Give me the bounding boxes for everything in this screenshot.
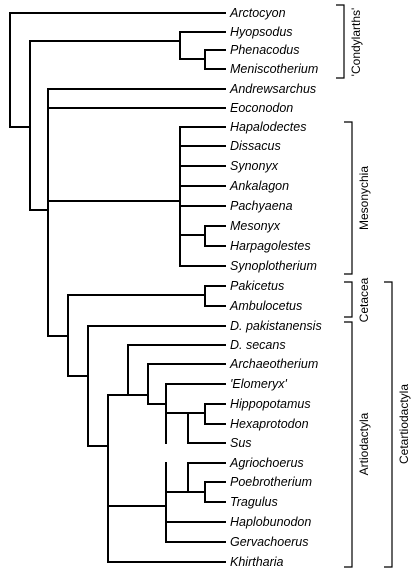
- taxon-label-archaeotherium: Archaeotherium: [229, 357, 318, 371]
- taxon-label-ambulocetus: Ambulocetus: [229, 299, 302, 313]
- group-labels: 'Condylarths' Mesonychia Cetacea Artioda…: [349, 8, 411, 476]
- taxon-label-dpakistanensis: D. pakistanensis: [230, 319, 322, 333]
- taxon-label-andrewsarchus: Andrewsarchus: [229, 82, 316, 96]
- bracket-mesonychia: [344, 121, 353, 275]
- taxon-label-haplobunodon: Haplobunodon: [230, 515, 311, 529]
- taxon-label-hexaprotodon: Hexaprotodon: [230, 417, 309, 431]
- taxon-label-gervachoerus: Gervachoerus: [230, 535, 309, 549]
- taxon-label-synoplotherium: Synoplotherium: [230, 259, 317, 273]
- taxon-label-poebrotherium: Poebrotherium: [230, 475, 312, 489]
- taxon-label-phenacodus: Phenacodus: [230, 43, 300, 57]
- taxon-label-tragulus: Tragulus: [230, 495, 278, 509]
- tree-branches: [9, 12, 226, 563]
- group-brackets: [336, 4, 393, 568]
- bracket-cetacea: [344, 281, 353, 318]
- taxon-label-dsecans: D. secans: [230, 338, 286, 352]
- taxon-label-khirtharia: Khirtharia: [230, 555, 284, 569]
- bracket-artiodactyla: [344, 321, 353, 568]
- taxon-labels: Arctocyon Hyopsodus Phenacodus Meniscoth…: [229, 6, 322, 569]
- group-label-condylarths: 'Condylarths': [349, 8, 363, 77]
- taxon-label-pachyaena: Pachyaena: [230, 199, 293, 213]
- group-label-cetartiodactyla: Cetartiodactyla: [397, 384, 411, 464]
- taxon-label-elomeryx: 'Elomeryx': [230, 377, 287, 391]
- group-label-cetacea: Cetacea: [357, 277, 371, 322]
- bracket-condylarths: [336, 4, 345, 79]
- taxon-label-arctocyon: Arctocyon: [229, 6, 286, 20]
- branch-condylarth-clade: [29, 40, 181, 128]
- taxon-label-meniscotherium: Meniscotherium: [230, 62, 318, 76]
- taxon-label-synonyx: Synonyx: [230, 159, 279, 173]
- taxon-label-hapalodectes: Hapalodectes: [230, 120, 306, 134]
- taxon-label-sus: Sus: [230, 436, 252, 450]
- taxon-label-mesonyx: Mesonyx: [230, 219, 281, 233]
- taxon-label-pakicetus: Pakicetus: [230, 279, 284, 293]
- taxon-label-eoconodon: Eoconodon: [230, 101, 293, 115]
- taxon-label-hippopotamus: Hippopotamus: [230, 397, 311, 411]
- branch-khirtharia: [107, 505, 226, 563]
- group-label-artiodactyla: Artiodactyla: [357, 412, 371, 475]
- taxon-label-harpagolestes: Harpagolestes: [230, 239, 311, 253]
- bracket-cetartiodactyla: [384, 281, 393, 568]
- taxon-label-agriochoerus: Agriochoerus: [229, 456, 304, 470]
- taxon-label-ankalagon: Ankalagon: [229, 179, 289, 193]
- taxon-label-hyopsodus: Hyopsodus: [230, 25, 293, 39]
- taxon-label-dissacus: Dissacus: [230, 139, 281, 153]
- group-label-mesonychia: Mesonychia: [357, 166, 371, 230]
